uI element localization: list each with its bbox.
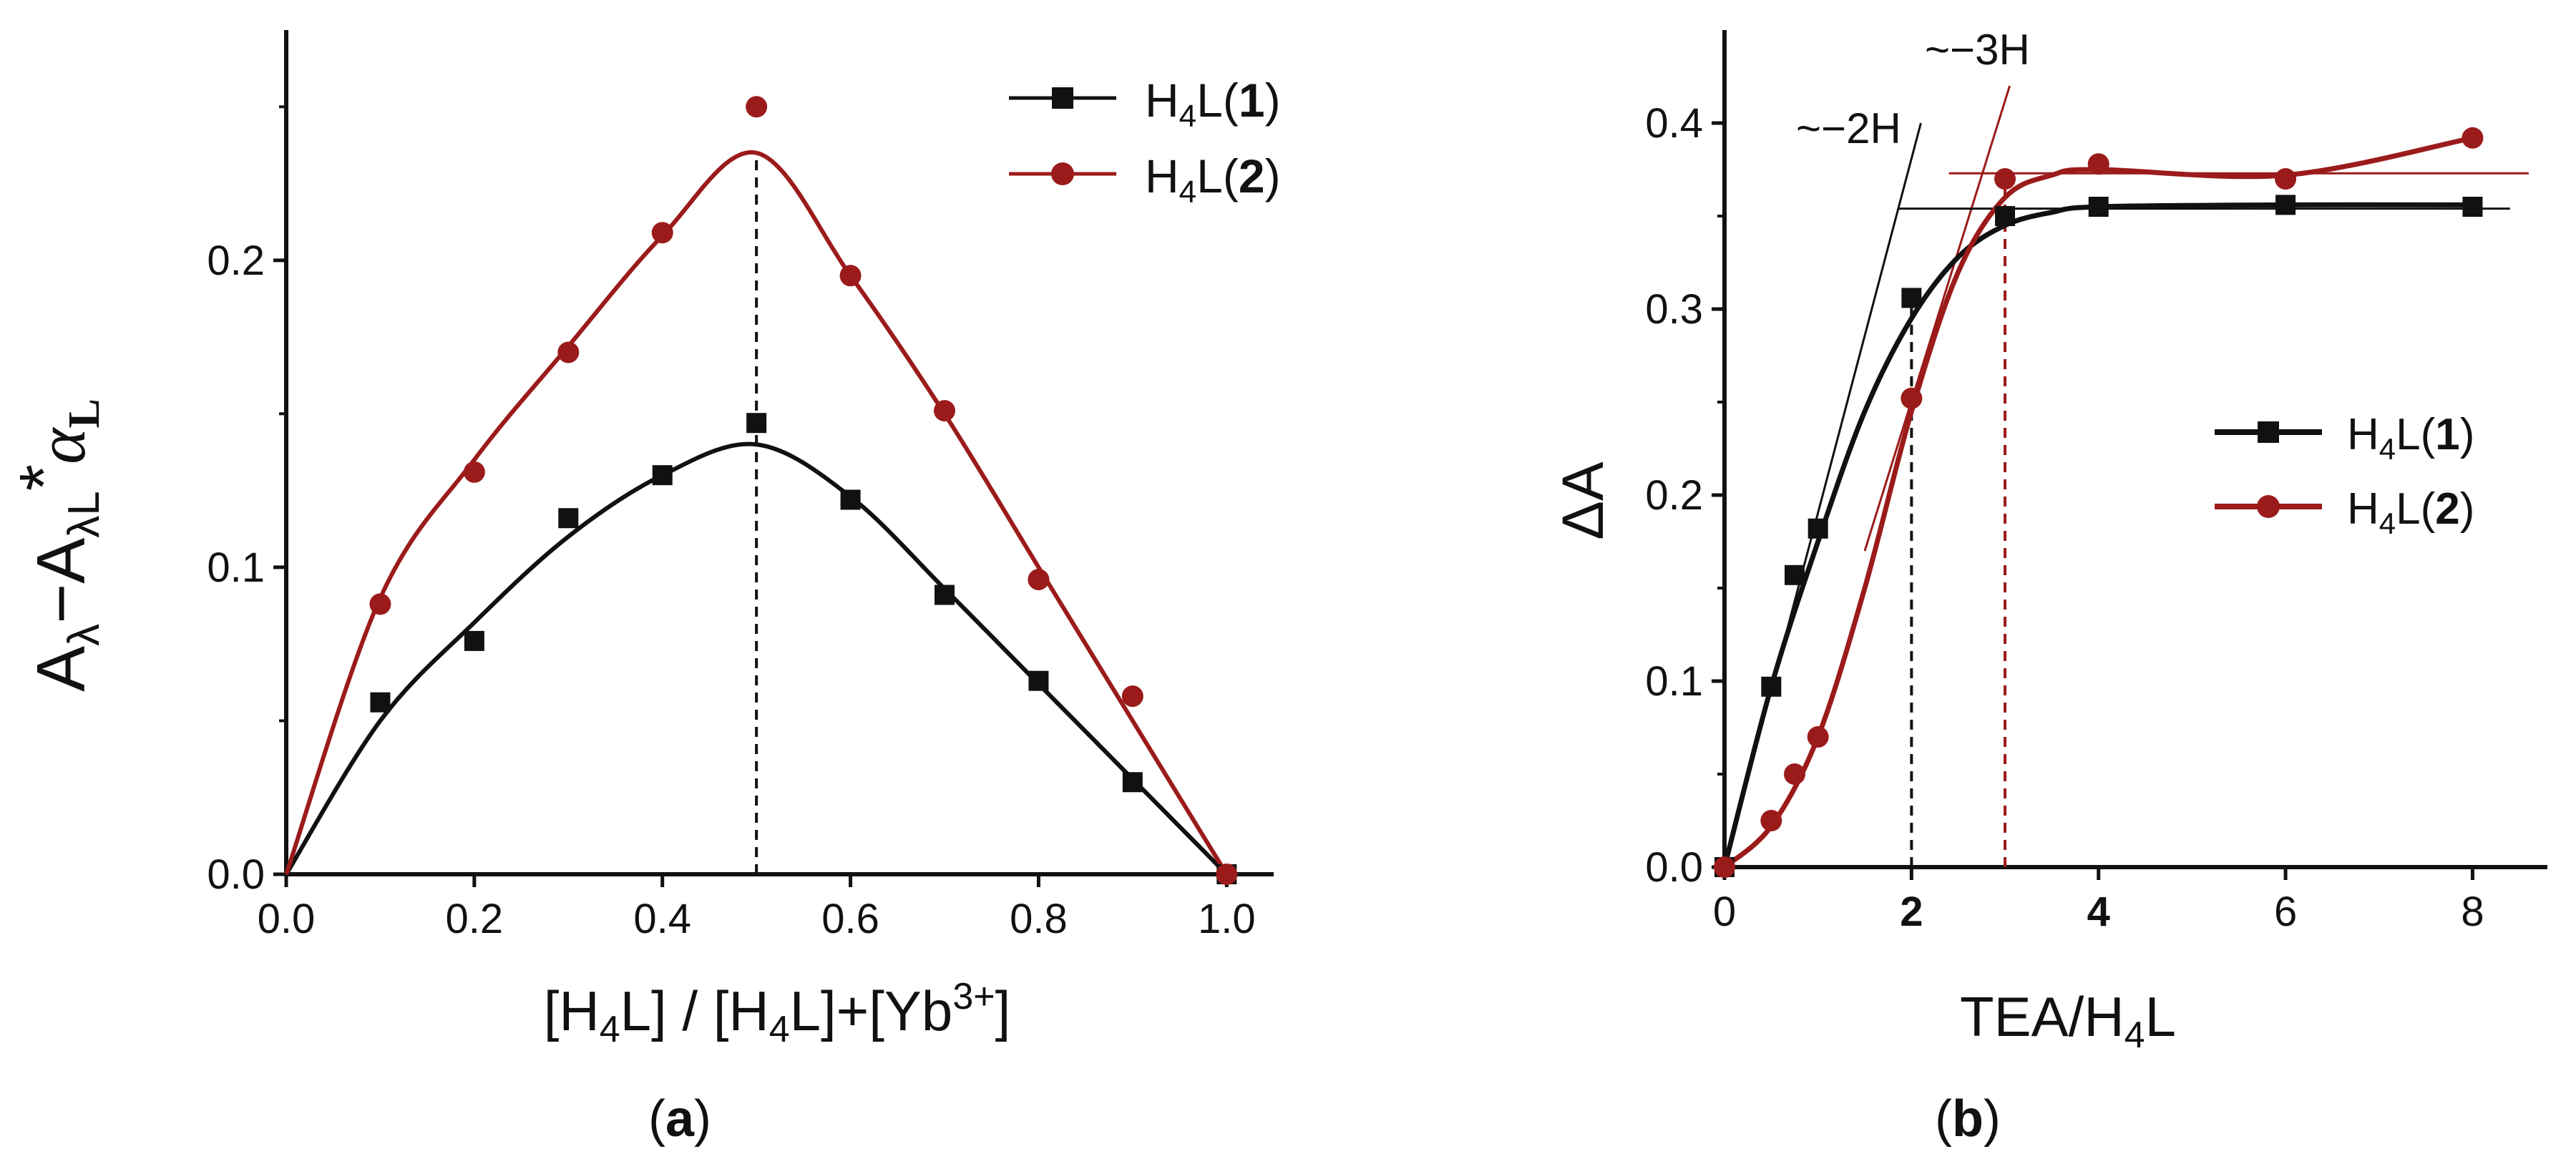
panel-a-x-tick-label-4: 0.8: [1010, 896, 1068, 942]
panel-a-series-2-point-4: [746, 96, 768, 118]
panel-a-legend-label-2: H4L(2): [1145, 150, 1281, 210]
panel-b-legend-label-1: H4L(1): [2347, 410, 2474, 466]
panel-a-y-tick-label-1: 0.1: [207, 544, 265, 591]
panel-b-chart: 0 2 4 6 8 0.0 0.1 0.2 0.3 0.4 ~−2H ~−3H ΔA TEA/H4…: [1551, 26, 2547, 1148]
panel-a-x-tick-label-3: 0.6: [821, 896, 879, 942]
panel-b-x-tick-label-1: 2: [1900, 889, 1923, 935]
panel-a-x-axis-label: [H4L] / [H4L]+[Yb3+]: [544, 976, 1011, 1050]
panel-b-tangent-line-1: [1863, 85, 2011, 552]
panel-a-x-tick-label-5: 1.0: [1198, 896, 1256, 942]
panel-a-series-2-point-6: [934, 400, 955, 422]
panel-b-caption: (b): [1935, 1090, 2001, 1148]
panel-b-y-tick-label-3: 0.3: [1645, 286, 1703, 333]
panel-a-series-1-point-4: [746, 413, 767, 434]
panel-b-y-tick-label-2: 0.2: [1645, 472, 1703, 519]
panel-b-tick-labels: 0 2 4 6 8 0.0 0.1 0.2 0.3 0.4: [1645, 100, 2484, 935]
panel-b-series-2-point-1: [1760, 810, 1782, 831]
panel-a-legend-entry-1: H4L(1): [1009, 74, 1281, 134]
panel-b-y-tick-label-0: 0.0: [1645, 844, 1703, 891]
panel-a-series-2-point-0: [369, 593, 391, 615]
panel-a-series-1-point-6: [935, 585, 955, 605]
panel-b-series-1-point-5: [1995, 206, 2016, 226]
panel-a-series-1-point-2: [558, 508, 579, 529]
panel-b-y-tick-label-1: 0.1: [1645, 658, 1703, 705]
panel-b-series-1-point-1: [1761, 676, 1782, 697]
panel-b-x-tick-label-0: 0: [1713, 889, 1736, 935]
panel-b-legend-entry-2: H4L(2): [2215, 484, 2474, 540]
panel-a-y-tick-label-2: 0.2: [207, 238, 265, 284]
panel-b-legend: H4L(1) H4L(2): [2215, 410, 2474, 540]
panel-b-series-1-point-3: [1807, 518, 1828, 539]
panel-a-series-2-point-8: [1121, 685, 1143, 708]
panel-a-series-2-point-2: [557, 341, 580, 363]
panel-b-y-axis-label: ΔA: [1551, 461, 1616, 540]
panel-a-legend-entry-2: H4L(2): [1009, 150, 1281, 210]
panel-a-tick-labels: 0.0 0.2 0.4 0.6 0.8 1.0 0.0 0.1 0.2: [207, 238, 1255, 942]
panel-a-series-2-point-3: [651, 222, 673, 244]
panel-b-series-2-point-4: [1901, 387, 1923, 409]
panel-b-series-2-point-3: [1807, 726, 1829, 748]
panel-a-chart: 0.0 0.2 0.4 0.6 0.8 1.0 0.0 0.1 0.2 Aλ−AλL*αL [H…: [6, 30, 1281, 1148]
panel-b-series-2-point-8: [2462, 127, 2484, 149]
panel-a-series-1-point-7: [1028, 670, 1049, 691]
panel-b-series-1-point-2: [1785, 564, 1805, 585]
panel-a-series-1-point-0: [370, 692, 391, 713]
panel-b-fit-curve-series-1: [1722, 202, 2473, 868]
panel-a-x-tick-label-0: 0.0: [258, 896, 316, 942]
panel-a-series-2-point-5: [839, 265, 862, 287]
panel-b-series-2-point-7: [2275, 168, 2297, 190]
panel-a-x-tick-label-1: 0.2: [446, 896, 504, 942]
panel-a-fit-curve-series-1: [284, 441, 1229, 876]
panel-a-series-1-point-5: [840, 489, 861, 510]
panel-b-y-tick-label-4: 0.4: [1645, 100, 1703, 147]
panel-b-series-2-point-0: [1714, 856, 1735, 878]
panel-a-series-2-point-9: [1216, 864, 1238, 885]
panel-a-y-axis-label: Aλ−AλL*αL: [6, 398, 109, 692]
panel-b-data-points: [1714, 127, 2484, 878]
panel-b-series-1-point-8: [2462, 197, 2483, 217]
panel-a-legend-label-1: H4L(1): [1145, 74, 1281, 134]
panel-b-series-1-point-4: [1901, 288, 1922, 308]
panel-a-data-points: [369, 96, 1238, 885]
panel-b-annotation-3h: ~−3H: [1925, 26, 2030, 74]
panel-a-fit-curves: [284, 150, 1229, 876]
panel-a-series-2-point-1: [463, 461, 485, 483]
panel-b-series-2-point-6: [2087, 153, 2109, 175]
panel-a-series-1-point-1: [464, 630, 484, 651]
panel-b-legend-entry-1: H4L(1): [2215, 410, 2474, 466]
panel-b-x-axis-label: TEA/H4L: [1960, 985, 2176, 1056]
panel-b-x-tick-label-3: 6: [2274, 889, 2297, 935]
panel-b-series-1-point-7: [2275, 195, 2296, 215]
panel-a-axes: [273, 30, 1274, 887]
panel-a-series-2-point-7: [1028, 569, 1050, 591]
panel-b-x-tick-label-2: 4: [2087, 889, 2110, 935]
panel-a-legend: H4L(1) H4L(2): [1009, 74, 1281, 210]
panel-a-x-tick-label-2: 0.4: [633, 896, 691, 942]
panel-a-y-tick-label-0: 0.0: [207, 851, 265, 898]
panel-b-series-1-point-6: [2088, 197, 2109, 217]
panel-b-series-2-point-5: [1994, 168, 2016, 190]
panel-a-series-1-point-8: [1122, 772, 1143, 793]
panel-b-series-2-point-2: [1784, 763, 1806, 785]
panel-a-fit-curve-series-2: [284, 150, 1229, 876]
panel-b-legend-label-2: H4L(2): [2347, 484, 2474, 540]
panel-b-annotation-2h: ~−2H: [1796, 104, 1901, 152]
panel-a-caption: (a): [648, 1090, 711, 1148]
panel-b-x-tick-label-4: 8: [2461, 889, 2484, 935]
panel-a-series-1-point-3: [652, 465, 673, 486]
